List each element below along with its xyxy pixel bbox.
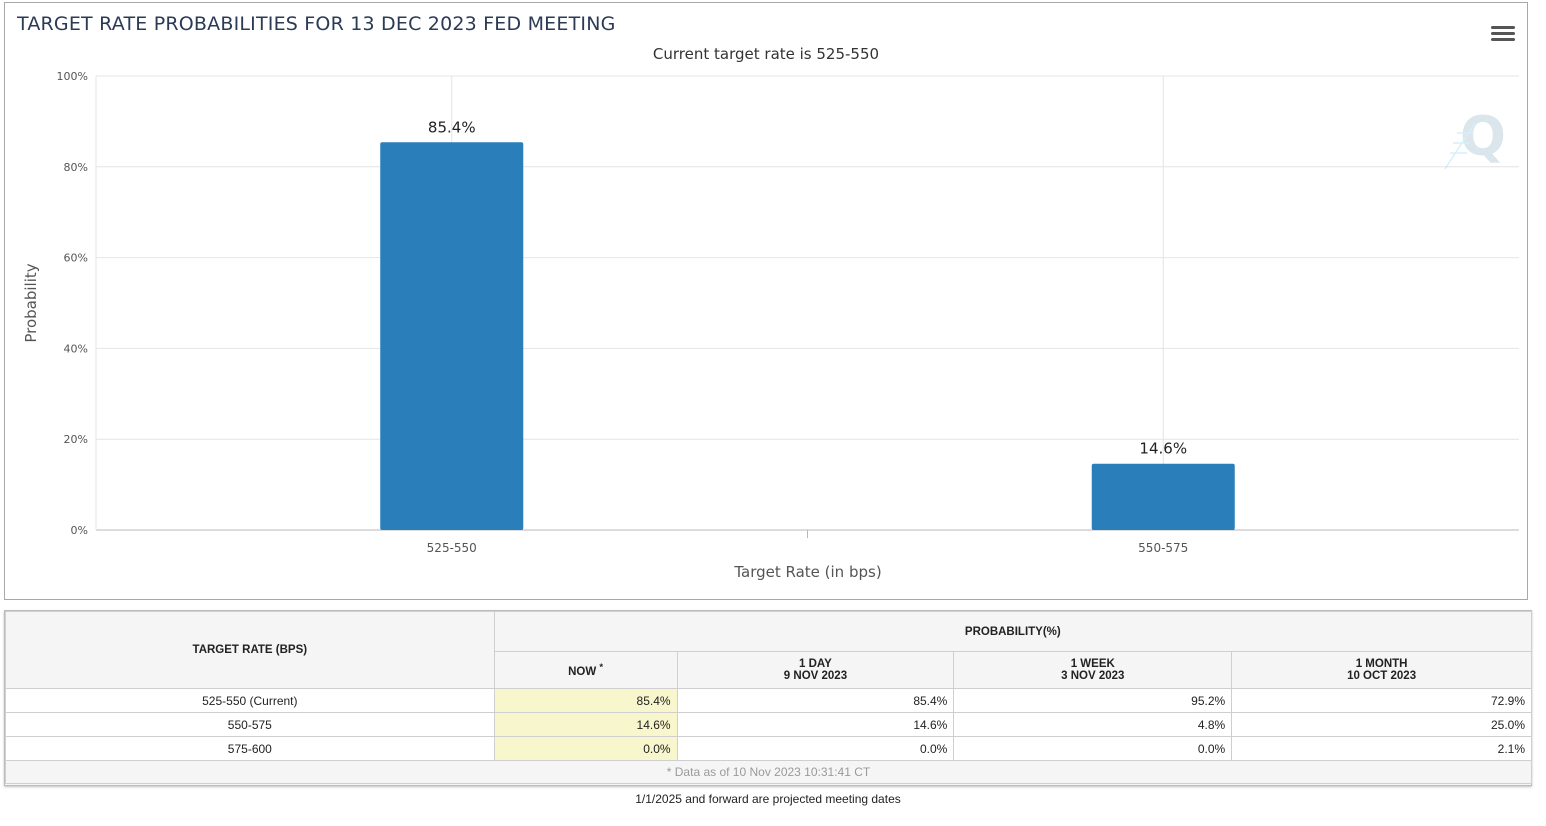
y-tick-label: 60% <box>64 252 88 265</box>
footer-note: 1/1/2025 and forward are projected meeti… <box>635 792 901 806</box>
bar-525-550[interactable] <box>380 142 524 530</box>
cell-1-month: 72.9% <box>1231 688 1532 713</box>
data-timestamp-note: * Data as of 10 Nov 2023 10:31:41 CT <box>5 760 1532 784</box>
col-header-1-day: 1 DAY 9 NOV 2023 <box>676 651 955 689</box>
table-row: 550-575 14.6% 14.6% 4.8% 25.0% <box>5 712 1532 737</box>
table-row: 575-600 0.0% 0.0% 0.0% 2.1% <box>5 736 1532 761</box>
col-header-1-month: 1 MONTH 10 OCT 2023 <box>1231 651 1532 689</box>
cell-now: 14.6% <box>493 712 678 737</box>
data-note-row: * Data as of 10 Nov 2023 10:31:41 CT <box>5 760 1532 784</box>
cell-1-day: 14.6% <box>676 712 955 737</box>
probability-header: PROBABILITY(%) <box>493 611 1533 652</box>
chart-panel: Q 0% 20% 40% 60% 80% 100% 525-550 550-575 85.4… <box>4 2 1528 600</box>
y-tick-label: 80% <box>64 161 88 174</box>
bar-550-575[interactable] <box>1091 463 1235 530</box>
y-axis-title: Probability <box>22 263 40 342</box>
row-label: 525-550 (Current) <box>5 688 495 713</box>
cell-1-week: 95.2% <box>953 688 1233 713</box>
col-header-1-week: 1 WEEK 3 NOV 2023 <box>953 651 1233 689</box>
cell-now: 85.4% <box>493 688 678 713</box>
chart-title: TARGET RATE PROBABILITIES FOR 13 DEC 202… <box>17 13 616 35</box>
row-label: 575-600 <box>5 736 495 761</box>
cell-1-week: 0.0% <box>953 736 1233 761</box>
cell-1-day: 0.0% <box>676 736 955 761</box>
table-row: 525-550 (Current) 85.4% 85.4% 95.2% 72.9… <box>5 688 1532 713</box>
x-axis-title: Target Rate (in bps) <box>733 563 881 581</box>
y-tick-label: 20% <box>64 433 88 446</box>
data-label: 85.4% <box>428 118 476 136</box>
q-logo-watermark: Q <box>1444 105 1506 170</box>
hamburger-menu-icon[interactable] <box>1491 23 1515 45</box>
cell-1-month: 25.0% <box>1231 712 1532 737</box>
y-tick-label: 0% <box>71 524 88 537</box>
cell-1-day: 85.4% <box>676 688 955 713</box>
cell-1-week: 4.8% <box>953 712 1233 737</box>
col-header-now: NOW * <box>493 651 678 689</box>
x-tick-label: 550-575 <box>1138 541 1188 555</box>
svg-text:Q: Q <box>1460 105 1506 168</box>
chart-canvas: Q 0% 20% 40% 60% 80% 100% 525-550 550-575 85.4… <box>22 70 1519 581</box>
cell-now: 0.0% <box>493 736 678 761</box>
probability-table: TARGET RATE (BPS) PROBABILITY(%) NOW * 1… <box>4 610 1533 786</box>
grid-lines <box>95 75 1519 538</box>
row-label: 550-575 <box>5 712 495 737</box>
x-tick-label: 525-550 <box>427 541 477 555</box>
y-tick-label: 100% <box>57 70 88 83</box>
chart-subtitle: Current target rate is 525-550 <box>652 45 880 63</box>
data-label: 14.6% <box>1139 440 1187 458</box>
target-rate-header: TARGET RATE (BPS) <box>5 611 495 689</box>
y-tick-label: 40% <box>64 342 88 355</box>
cell-1-month: 2.1% <box>1231 736 1532 761</box>
